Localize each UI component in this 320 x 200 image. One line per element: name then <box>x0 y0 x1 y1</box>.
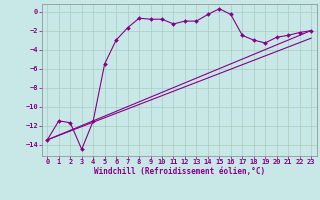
X-axis label: Windchill (Refroidissement éolien,°C): Windchill (Refroidissement éolien,°C) <box>94 167 265 176</box>
